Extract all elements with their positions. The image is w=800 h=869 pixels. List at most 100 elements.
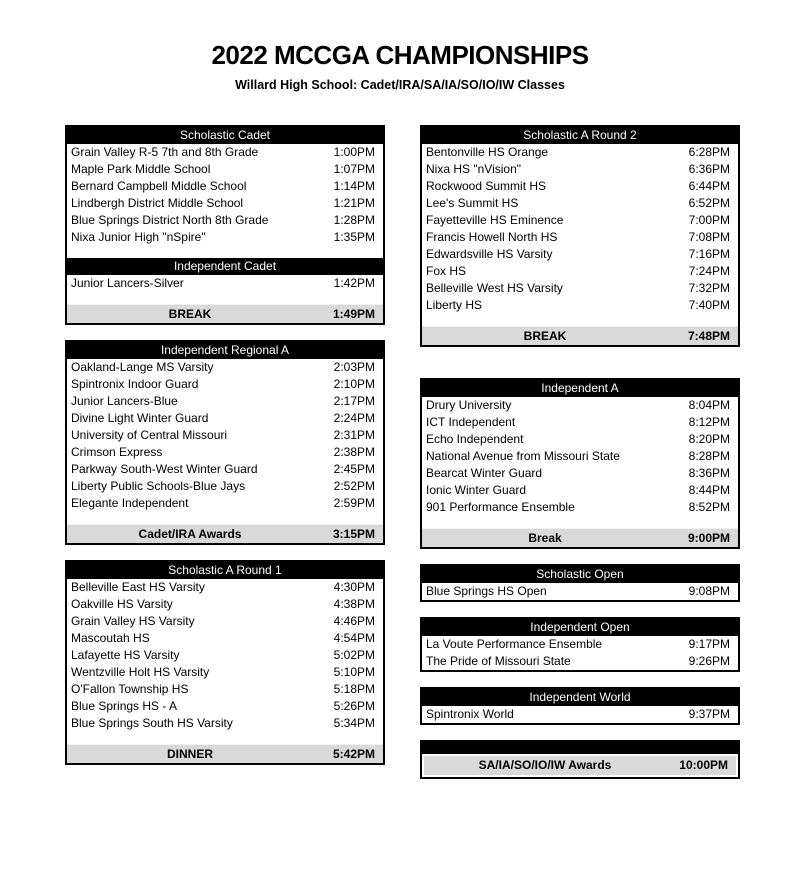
performance-time: 7:08PM [688,230,730,244]
schedule-columns: Scholastic Cadet Grain Valley R-5 7th and… [65,125,800,779]
table-header: Scholastic A Round 1 [67,562,383,579]
table-row: The Pride of Missouri State 9:26PM [422,653,738,670]
spacer-row [422,314,738,326]
performer-name: Wentzville Holt HS Varsity [71,665,210,679]
performer-name: Grain Valley HS Varsity [71,614,195,628]
table-row: Spintronix Indoor Guard 2:10PM [67,376,383,393]
milestone-row: BREAK 7:48PM [422,326,738,345]
performer-name: Spintronix Indoor Guard [71,377,199,391]
performance-time: 1:21PM [333,196,375,210]
performer-name: National Avenue from Missouri State [426,449,620,463]
table-row: Junior Lancers-Blue 2:17PM [67,393,383,410]
table-header: Independent Open [422,619,738,636]
performer-name: Elegante Independent [71,496,189,510]
performance-time: 5:02PM [333,648,375,662]
performance-time: 5:26PM [333,699,375,713]
table-row: Wentzville Holt HS Varsity 5:10PM [67,664,383,681]
performer-name: Blue Springs HS - A [71,699,178,713]
performance-time: 2:31PM [333,428,375,442]
performance-time: 8:36PM [688,466,730,480]
table-row: 901 Performance Ensemble 8:52PM [422,499,738,516]
table-row: Drury University 8:04PM [422,397,738,414]
performance-time: 4:38PM [333,597,375,611]
milestone-row: Cadet/IRA Awards 3:15PM [67,524,383,543]
performer-name: Nixa Junior High "nSpire" [71,230,206,244]
schedule-table-scholastic-a-round-2: Scholastic A Round 2 Bentonville HS Orang… [420,125,740,347]
performance-time: 5:34PM [333,716,375,730]
milestone-label: Cadet/IRA Awards [138,527,242,541]
performer-name: Drury University [426,398,512,412]
table-row: Blue Springs HS Open 9:08PM [422,583,738,600]
schedule-table-independent-world: Independent World Spintronix World 9:37PM [420,687,740,725]
table-row: Fayetteville HS Eminence 7:00PM [422,212,738,229]
table-row: University of Central Missouri 2:31PM [67,427,383,444]
schedule-table-independent-a: Independent A Drury University 8:04PM ICT I… [420,378,740,549]
spacer-row [67,246,383,258]
table-row: Bernard Campbell Middle School 1:14PM [67,178,383,195]
performance-time: 6:52PM [688,196,730,210]
schedule-page: 2022 MCCGA CHAMPIONSHIPS Willard High Sc… [0,40,800,869]
table-row: Oakville HS Varsity 4:38PM [67,596,383,613]
performer-name: Rockwood Summit HS [426,179,547,193]
table-row: Lindbergh District Middle School 1:21PM [67,195,383,212]
performance-time: 8:12PM [688,415,730,429]
milestone-time: 1:49PM [332,307,375,321]
milestone-time: 10:00PM [679,758,728,772]
table-header: Independent A [422,380,738,397]
performance-time: 9:17PM [688,637,730,651]
performance-time: 2:17PM [333,394,375,408]
performer-name: Fayetteville HS Eminence [426,213,564,227]
performance-time: 2:52PM [333,479,375,493]
schedule-table-scholastic-cadet: Scholastic Cadet Grain Valley R-5 7th and… [65,125,385,325]
performer-name: Francis Howell North HS [426,230,558,244]
table-header: Independent Cadet [67,258,383,275]
table-row: Liberty Public Schools-Blue Jays 2:52PM [67,478,383,495]
schedule-table-independent-regional-a: Independent Regional A Oakland-Lange MS V… [65,340,385,545]
spacer-row [67,512,383,524]
schedule-table-independent-open: Independent Open La Voute Performance Ens… [420,617,740,672]
performer-name: Echo Independent [426,432,524,446]
performance-time: 1:07PM [333,162,375,176]
performance-time: 1:14PM [333,179,375,193]
performer-name: Bernard Campbell Middle School [71,179,247,193]
performer-name: Oakland-Lange MS Varsity [71,360,214,374]
performance-time: 6:28PM [688,145,730,159]
performance-time: 7:24PM [688,264,730,278]
performance-time: 2:03PM [333,360,375,374]
performer-name: Blue Springs South HS Varsity [71,716,233,730]
spacer-row [67,292,383,304]
schedule-table-scholastic-a-round-1: Scholastic A Round 1 Belleville East HS V… [65,560,385,765]
performance-time: 8:28PM [688,449,730,463]
performance-time: 9:37PM [688,707,730,721]
table-row: Blue Springs South HS Varsity 5:34PM [67,715,383,732]
right-column: Scholastic A Round 2 Bentonville HS Orang… [420,125,740,779]
table-row: Francis Howell North HS 7:08PM [422,229,738,246]
performance-time: 2:24PM [333,411,375,425]
performance-time: 6:44PM [688,179,730,193]
table-row: Maple Park Middle School 1:07PM [67,161,383,178]
table-row: ICT Independent 8:12PM [422,414,738,431]
performer-name: Belleville East HS Varsity [71,580,205,594]
milestone-row: BREAK 1:49PM [67,304,383,323]
milestone-time: 7:48PM [687,329,730,343]
table-row: Crimson Express 2:38PM [67,444,383,461]
table-header: Independent Regional A [67,342,383,359]
table-row: Echo Independent 8:20PM [422,431,738,448]
performance-time: 8:04PM [688,398,730,412]
performance-time: 7:00PM [688,213,730,227]
performer-name: Bentonville HS Orange [426,145,549,159]
performer-name: Belleville West HS Varsity [426,281,563,295]
performer-name: Junior Lancers-Blue [71,394,178,408]
performer-name: Maple Park Middle School [71,162,211,176]
milestone-label: Break [528,531,562,545]
table-row: Liberty HS 7:40PM [422,297,738,314]
performer-name: Junior Lancers-Silver [71,276,184,290]
performer-name: Crimson Express [71,445,163,459]
performance-time: 8:20PM [688,432,730,446]
table-row: Edwardsville HS Varsity 7:16PM [422,246,738,263]
performance-time: 1:35PM [333,230,375,244]
spacer-row [67,732,383,744]
left-column: Scholastic Cadet Grain Valley R-5 7th and… [65,125,385,765]
milestone-time: 9:00PM [687,531,730,545]
performance-time: 2:59PM [333,496,375,510]
